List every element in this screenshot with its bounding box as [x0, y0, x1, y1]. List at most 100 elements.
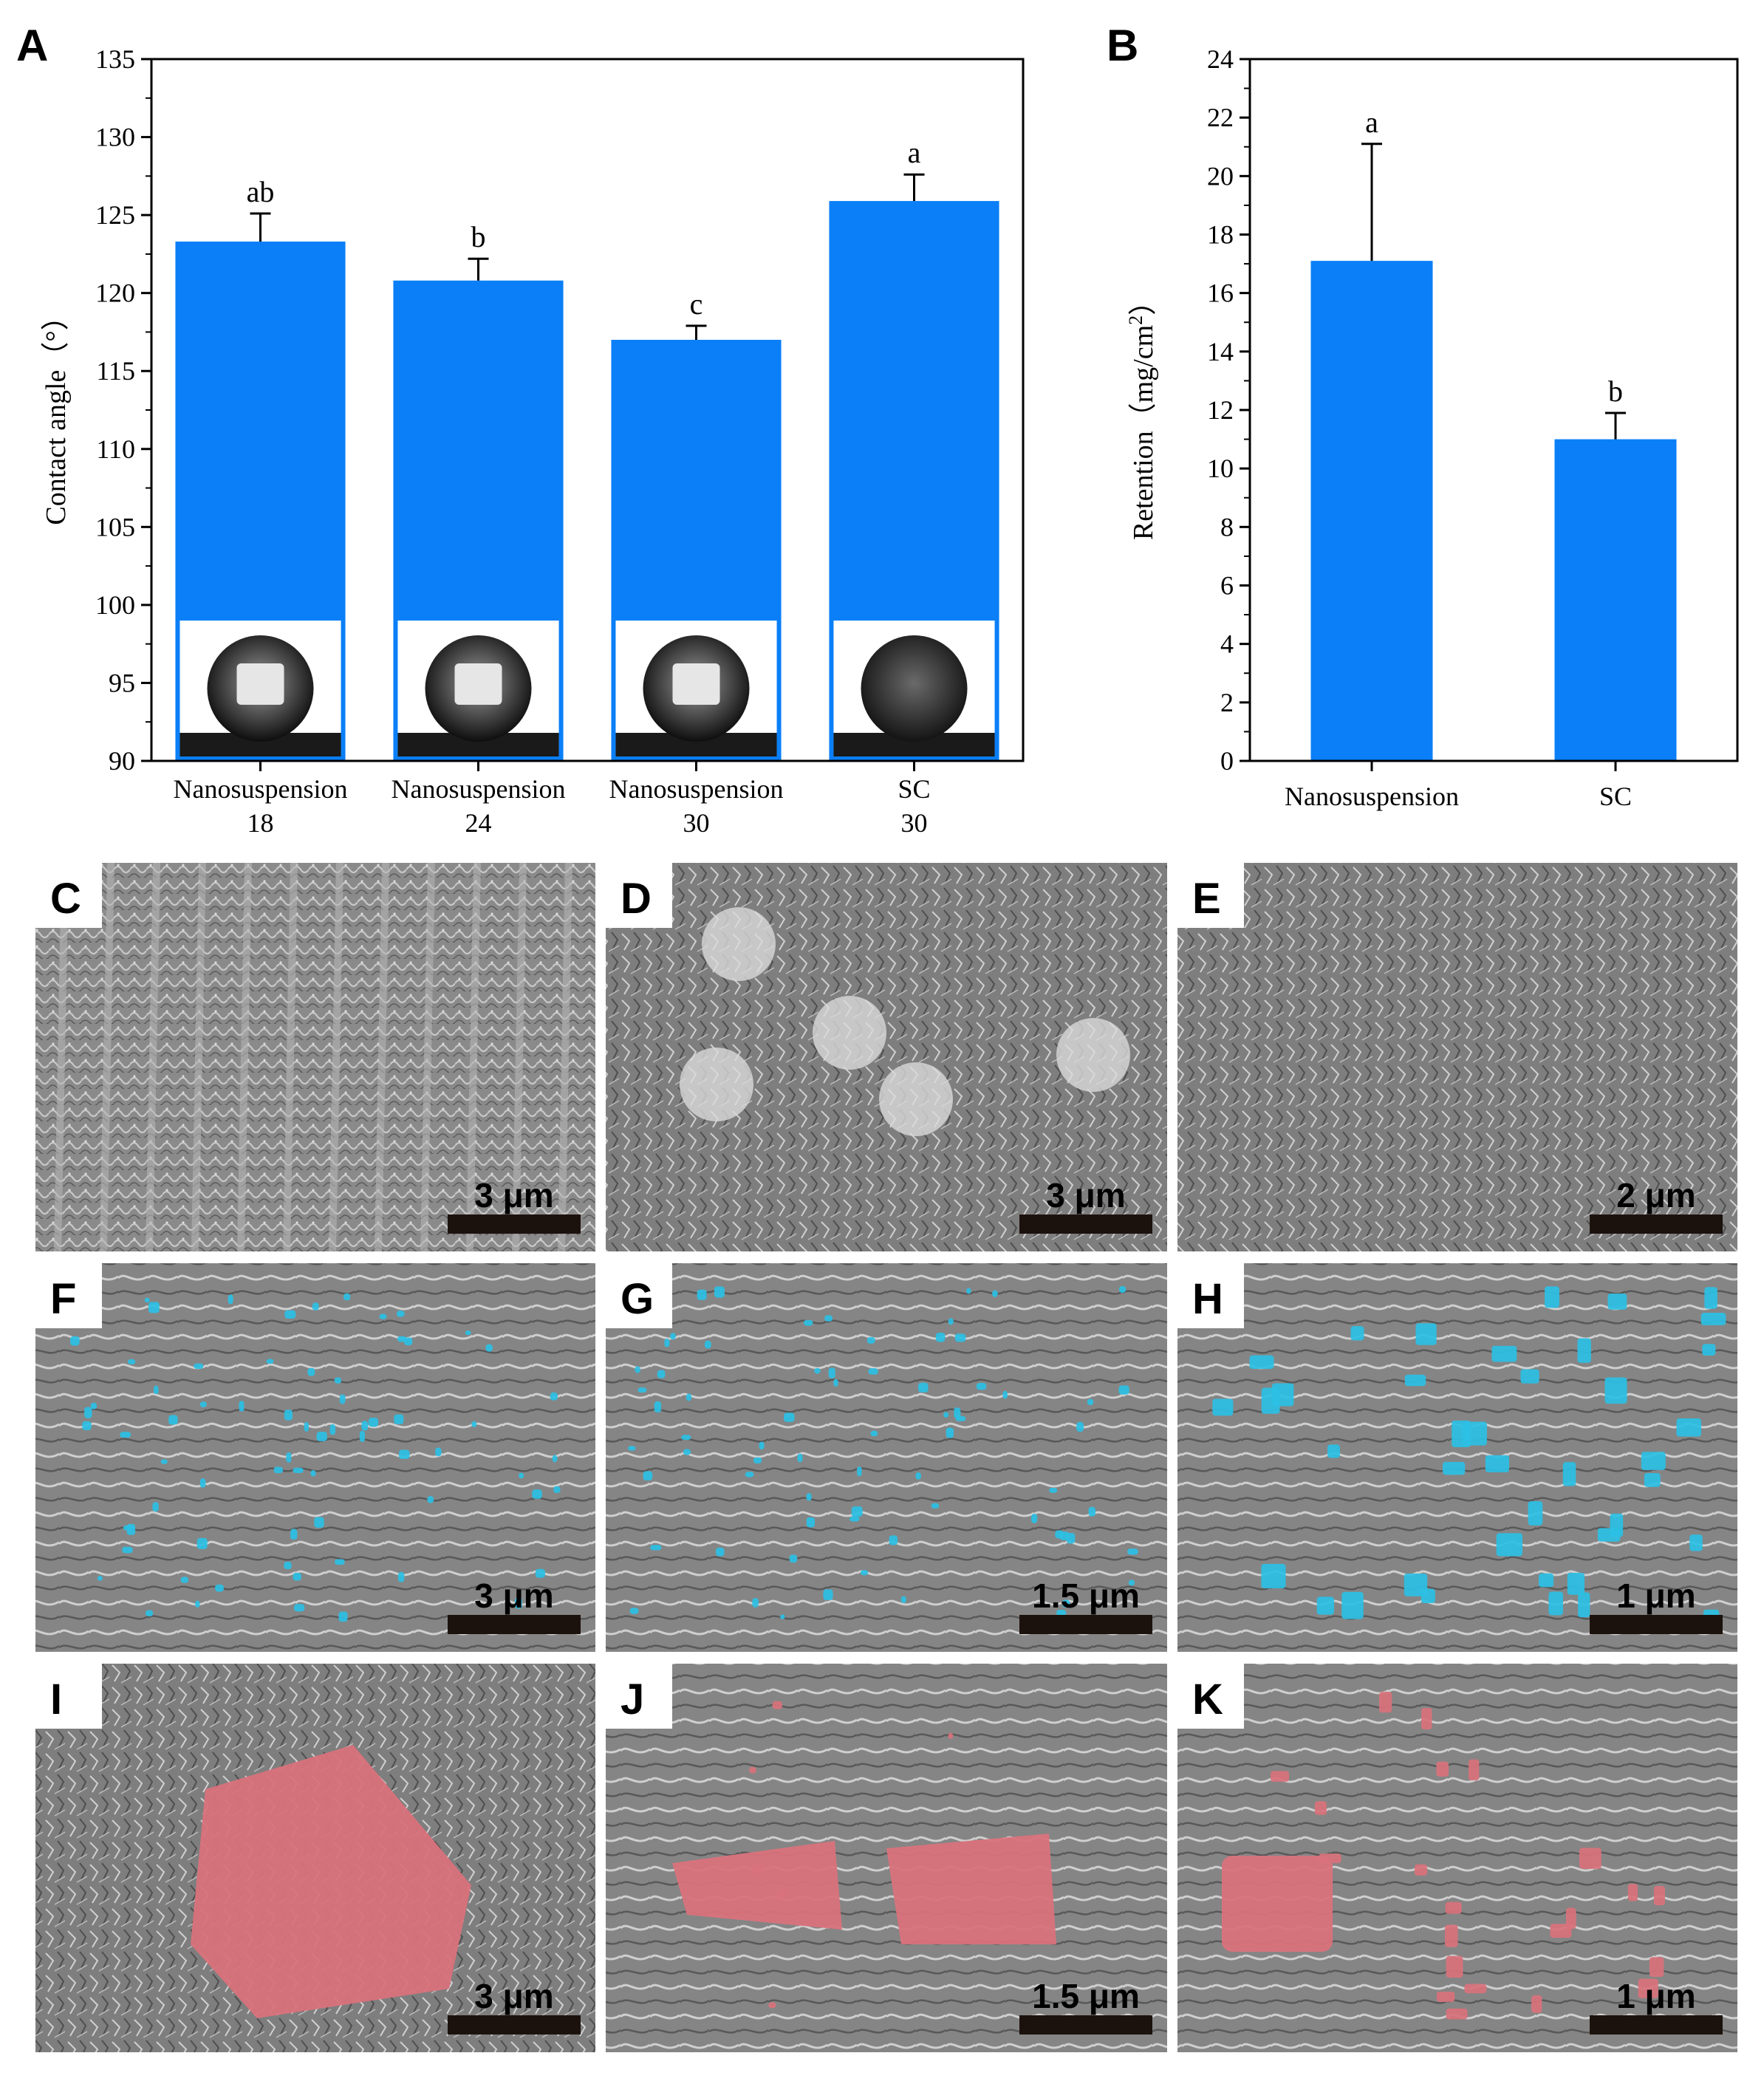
particle-marker	[955, 1415, 966, 1421]
particle-marker	[310, 1470, 316, 1477]
particle-marker	[228, 1294, 233, 1305]
panel-letter: E	[1192, 875, 1221, 923]
particle-marker	[1415, 1323, 1437, 1345]
letter-box	[1177, 1664, 1244, 1729]
particle-marker	[1443, 1461, 1466, 1475]
y-tick-label: 2	[1220, 688, 1234, 717]
particle-marker	[1261, 1563, 1286, 1588]
particle-marker	[1597, 1528, 1621, 1542]
particle-marker	[471, 1421, 477, 1427]
particle-marker	[396, 1311, 405, 1317]
particle-marker	[935, 1332, 946, 1342]
scale-bar	[448, 1615, 581, 1634]
particle-marker	[654, 1401, 662, 1413]
particle-marker	[1059, 1531, 1070, 1540]
y-tick-label: 100	[95, 590, 135, 620]
particle-marker	[745, 1472, 754, 1477]
y-tick-label: 22	[1207, 103, 1234, 132]
particle-marker	[70, 1336, 80, 1346]
y-tick-label: 90	[109, 746, 135, 776]
y-tick-label: 8	[1220, 512, 1234, 542]
letter-box	[606, 863, 672, 928]
particle-marker	[870, 1430, 878, 1437]
significance-labels-a: ab b c a	[247, 136, 921, 321]
trichome-base	[702, 907, 776, 981]
particle-marker	[316, 1432, 327, 1441]
scale-bar	[1590, 1615, 1723, 1634]
particle-marker	[628, 1446, 636, 1451]
sem-panel-e: E 2 μm	[1177, 863, 1737, 1251]
scale-bar-label: 3 μm	[474, 1977, 553, 2015]
y-tick-label: 105	[95, 512, 135, 542]
sem-panel-h: H 1 μm	[1177, 1263, 1737, 1652]
droplet-icon	[861, 635, 968, 742]
sem-micrograph	[35, 863, 595, 1251]
particle-marker	[1056, 1610, 1067, 1616]
particle-marker	[954, 1407, 961, 1419]
particle-marker	[857, 1466, 862, 1477]
particle-marker	[1249, 1355, 1274, 1370]
y-tick-label: 14	[1207, 337, 1234, 366]
particle-marker	[1270, 1771, 1290, 1782]
particle-marker	[650, 1545, 662, 1551]
particle-marker	[1212, 1398, 1234, 1416]
letter-box	[35, 863, 102, 928]
scale-bar-label: 3 μm	[1046, 1176, 1125, 1214]
particle-marker	[550, 1392, 558, 1401]
particle-marker	[148, 1302, 160, 1313]
panel-letter: K	[1192, 1675, 1223, 1723]
particle-marker	[293, 1604, 305, 1612]
particle-marker	[239, 1401, 245, 1412]
particle-marker	[759, 1441, 765, 1450]
particle-marker	[1118, 1385, 1129, 1395]
particle-marker	[338, 1611, 348, 1622]
scale-bar-label: 3 μm	[474, 1576, 553, 1615]
scale-bar-label: 1.5 μm	[1032, 1576, 1140, 1615]
particle-marker	[368, 1418, 379, 1427]
particle-marker	[1485, 1455, 1510, 1473]
x-tick-label-sub: 18	[247, 808, 274, 838]
particle-marker	[704, 1340, 711, 1349]
particle-marker	[152, 1502, 159, 1512]
particle-marker	[1404, 1374, 1426, 1387]
scale-bar-label: 1 μm	[1616, 1977, 1695, 2015]
scale-bar-label: 2 μm	[1616, 1176, 1695, 1214]
particle-marker	[399, 1449, 410, 1459]
scale-bar	[1590, 1214, 1723, 1234]
retention-chart: B Retention（mg/cm2） 02468101214161820222…	[1107, 21, 1739, 811]
droplet-inset	[615, 621, 777, 756]
particle-marker	[1562, 1462, 1576, 1486]
particle-marker	[828, 1367, 835, 1378]
y-tick-label: 125	[95, 200, 135, 230]
particle-marker	[82, 1421, 92, 1430]
sem-panel-j: J 1.5 μm	[606, 1664, 1167, 2052]
particle-marker	[797, 1453, 803, 1463]
particle-marker	[1496, 1533, 1523, 1557]
bar	[1554, 439, 1677, 761]
particle-marker	[127, 1359, 136, 1364]
particle-marker	[948, 1318, 954, 1325]
y-tick-label: 10	[1207, 454, 1234, 483]
sem-micrograph	[1177, 863, 1737, 1251]
particle-marker	[1421, 1588, 1435, 1604]
particle-marker	[948, 1732, 954, 1739]
particle-marker	[334, 1377, 342, 1384]
significance-label: ab	[247, 175, 275, 208]
sem-micrograph	[606, 1263, 1167, 1652]
droplet-inset	[180, 621, 341, 756]
particle-marker	[1446, 1955, 1463, 1978]
scale-bar-label: 1.5 μm	[1032, 1977, 1140, 2015]
particle-marker	[273, 1466, 283, 1474]
particle-marker	[637, 1387, 647, 1393]
letter-box	[35, 1664, 102, 1729]
particle-marker	[1578, 1592, 1590, 1618]
scale-bar	[1590, 2015, 1723, 2035]
y-tick-label: 130	[95, 123, 135, 152]
droplet-inset	[397, 621, 559, 756]
particle-marker	[1520, 1369, 1539, 1384]
droplet-inset	[833, 621, 995, 756]
particle-marker	[1436, 1761, 1449, 1777]
sem-panel-c: C 3 μm	[35, 862, 595, 1252]
sem-image-grid: C 3 μm D 3 μm E 2 μm F 3 μm G 1.5 μm H 1 μm I 3 μm J 1.…	[35, 862, 1737, 2052]
scale-bar-label: 1 μm	[1616, 1576, 1695, 1615]
